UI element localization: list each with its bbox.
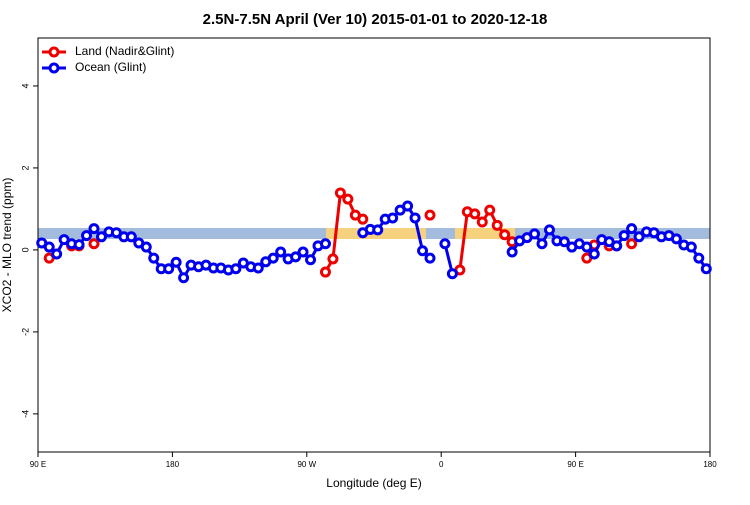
data-point [588, 248, 600, 260]
data-point [170, 256, 182, 268]
data-point [275, 246, 287, 258]
x-tick-label: 180 [703, 460, 717, 469]
data-point [484, 204, 496, 216]
data-point [618, 230, 630, 242]
data-point [491, 219, 503, 231]
data-point [88, 238, 100, 250]
data-point [402, 200, 414, 212]
data-point [327, 253, 339, 265]
data-point [499, 229, 511, 241]
data-point [230, 263, 242, 275]
data-point [700, 263, 712, 275]
data-point [387, 212, 399, 224]
data-point [95, 231, 107, 243]
data-point [178, 272, 190, 284]
y-tick-label: 4 [20, 83, 30, 88]
data-point [73, 239, 85, 251]
data-point [342, 193, 354, 205]
data-point [357, 213, 369, 225]
data-point [319, 266, 331, 278]
data-point [424, 252, 436, 264]
data-point [626, 238, 638, 250]
x-tick-label: 180 [166, 460, 180, 469]
data-point [469, 208, 481, 220]
data-point [51, 248, 63, 260]
data-point [81, 230, 93, 242]
x-tick-label: 0 [439, 460, 444, 469]
x-tick-label: 90 W [297, 460, 316, 469]
data-point [334, 187, 346, 199]
legend-marker [48, 62, 60, 74]
y-tick-label: -2 [20, 328, 30, 336]
legend-marker [48, 46, 60, 58]
data-point [43, 241, 55, 253]
data-point [424, 209, 436, 221]
data-point [439, 238, 451, 250]
data-point [581, 241, 593, 253]
data-point [670, 233, 682, 245]
data-point [290, 251, 302, 263]
x-tick-label: 90 E [30, 460, 46, 469]
data-point [506, 246, 518, 258]
data-point [88, 223, 100, 235]
chart-title: 2.5N-7.5N April (Ver 10) 2015-01-01 to 2… [203, 11, 548, 28]
data-point [305, 254, 317, 266]
data-point [611, 240, 623, 252]
data-point [319, 238, 331, 250]
data-point [409, 212, 421, 224]
data-point [529, 228, 541, 240]
land-band [455, 228, 515, 239]
data-point [626, 223, 638, 235]
y-tick-label: 0 [20, 247, 30, 252]
data-point [558, 236, 570, 248]
x-tick-label: 90 E [567, 460, 583, 469]
data-point [372, 224, 384, 236]
legend-label: Land (Nadir&Glint) [75, 44, 174, 58]
data-point [417, 245, 429, 257]
data-point [140, 241, 152, 253]
data-point [148, 252, 160, 264]
data-point [543, 224, 555, 236]
y-axis-label: XCO2 - MLO trend (ppm) [0, 178, 14, 313]
data-point [693, 252, 705, 264]
data-point [476, 216, 488, 228]
data-point [536, 238, 548, 250]
data-point [125, 231, 137, 243]
data-point [163, 263, 175, 275]
x-axis-label: Longitude (deg E) [326, 476, 421, 490]
legend-label: Ocean (Glint) [75, 60, 146, 74]
data-point [446, 268, 458, 280]
data-point [633, 231, 645, 243]
y-tick-label: -4 [20, 410, 30, 418]
data-point [252, 262, 264, 274]
data-point [297, 246, 309, 258]
data-point [267, 252, 279, 264]
y-tick-label: 2 [20, 165, 30, 170]
data-point [685, 241, 697, 253]
